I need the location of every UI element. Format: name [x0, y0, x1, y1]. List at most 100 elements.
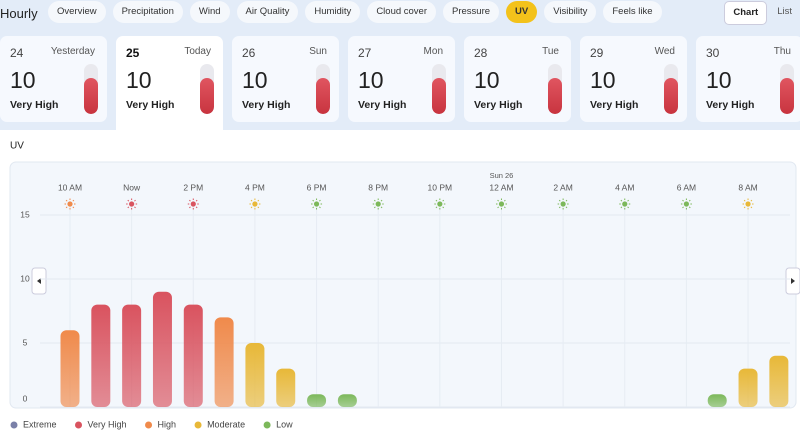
- uv-icon-ray: [373, 206, 376, 209]
- uv-icon-ray: [565, 206, 568, 209]
- view-button[interactable]: Chart: [724, 1, 768, 25]
- y-tick-label: 5: [23, 337, 28, 347]
- uv-icon-ray: [627, 206, 630, 209]
- day-date: 29: [590, 46, 604, 60]
- uv-icon: [560, 201, 566, 207]
- uv-level: Very High: [706, 99, 755, 111]
- day-label: Tue: [542, 46, 559, 57]
- day-date: 27: [358, 46, 372, 60]
- uv-icon-ray: [497, 199, 500, 202]
- uv-icon-ray: [435, 199, 438, 202]
- uv-icon-ray: [503, 199, 506, 202]
- uv-icon: [190, 201, 196, 207]
- uv-value: 10: [590, 67, 616, 93]
- bar: [122, 304, 142, 407]
- bar: [214, 317, 234, 407]
- x-tick-label: 8 AM: [738, 182, 757, 192]
- uv-gauge-fill: [316, 78, 330, 114]
- uv-icon-ray: [72, 199, 75, 202]
- bar: [91, 304, 111, 407]
- uv-gauge: [316, 64, 330, 114]
- page-title: Hourly: [0, 6, 38, 21]
- uv-icon-ray: [750, 199, 753, 202]
- uv-icon-ray: [319, 206, 321, 209]
- uv-icon-ray: [257, 206, 260, 209]
- tab[interactable]: Air Quality: [236, 1, 299, 23]
- uv-gauge-fill: [84, 78, 98, 114]
- uv-level: Very High: [242, 99, 291, 111]
- x-tick-label: 10 AM: [58, 182, 82, 192]
- tab[interactable]: Precipitation: [112, 1, 183, 23]
- uv-gauge: [84, 64, 98, 114]
- legend-swatch: [194, 421, 202, 429]
- day-label: Today: [184, 46, 211, 57]
- day-label: Wed: [654, 46, 675, 57]
- day-date: 24: [10, 46, 24, 60]
- tab[interactable]: Wind: [189, 1, 230, 23]
- bar: [738, 368, 758, 407]
- uv-level: Very High: [590, 99, 639, 111]
- uv-icon-ray: [189, 199, 191, 202]
- uv-icon-ray: [195, 206, 198, 209]
- uv-icon: [683, 201, 690, 207]
- day-card[interactable]: 25 Today 10 Very High: [116, 36, 223, 132]
- uv-icon-ray: [373, 199, 376, 202]
- tab[interactable]: Pressure: [443, 1, 500, 23]
- bar: [769, 355, 789, 407]
- tab[interactable]: UV: [506, 1, 538, 23]
- x-tick-label: 6 AM: [677, 182, 696, 192]
- date-marker: Sun 26: [490, 171, 514, 180]
- uv-icon: [437, 201, 443, 207]
- day-date: 25: [126, 46, 140, 60]
- uv-icon-ray: [312, 199, 315, 202]
- day-card[interactable]: 29 Wed 10 Very High: [580, 36, 687, 122]
- day-card[interactable]: 30 Thu 10 Very High: [696, 36, 800, 122]
- legend-label: Low: [276, 419, 293, 429]
- uv-icon-ray: [743, 206, 746, 209]
- uv-level: Very High: [358, 99, 407, 111]
- uv-icon-ray: [620, 206, 623, 209]
- uv-gauge: [548, 64, 562, 114]
- view-button[interactable]: List: [777, 6, 792, 17]
- uv-icon-ray: [688, 199, 691, 202]
- tab[interactable]: Humidity: [305, 1, 361, 23]
- day-card[interactable]: 24 Yesterday 10 Very High: [0, 36, 107, 122]
- arrow-icon: [791, 278, 795, 284]
- tab[interactable]: Overview: [48, 1, 106, 23]
- uv-icon: [67, 201, 73, 207]
- tab[interactable]: Cloud cover: [367, 1, 437, 23]
- bar: [152, 291, 172, 407]
- day-label: Thu: [773, 46, 791, 57]
- uv-icon-ray: [72, 206, 75, 209]
- tab[interactable]: Feels like: [603, 1, 662, 23]
- x-tick-label: 10 PM: [428, 182, 453, 192]
- uv-icon-ray: [257, 199, 260, 202]
- tabs: Overview Precipitation Wind Air Quality Humi…: [48, 1, 662, 23]
- day-card[interactable]: 28 Tue 10 Very High: [464, 36, 571, 122]
- uv-icon-ray: [134, 199, 136, 202]
- uv-icon: [745, 201, 751, 207]
- bar: [307, 394, 327, 407]
- uv-icon: [129, 201, 135, 207]
- x-tick-label: 12 AM: [489, 182, 513, 192]
- uv-icon-ray: [127, 199, 130, 202]
- day-card[interactable]: 26 Sun 10 Very High: [232, 36, 339, 122]
- uv-icon: [313, 201, 320, 207]
- uv-level: Very High: [126, 99, 175, 111]
- tab[interactable]: Visibility: [544, 1, 597, 23]
- uv-icon-ray: [620, 199, 623, 202]
- day-card[interactable]: 27 Mon 10 Very High: [348, 36, 455, 122]
- legend-swatch: [145, 421, 153, 429]
- uv-value: 10: [706, 67, 732, 93]
- legend-label: Moderate: [207, 419, 245, 429]
- bar: [337, 394, 357, 407]
- uv-value: 10: [126, 67, 152, 93]
- day-date: 28: [474, 46, 488, 60]
- x-tick-label: 2 AM: [553, 182, 572, 192]
- uv-gauge: [432, 64, 446, 114]
- uv-icon: [498, 201, 505, 207]
- legend-swatch: [263, 421, 271, 429]
- x-tick-label: 6 PM: [307, 182, 327, 192]
- uv-value: 10: [242, 67, 268, 93]
- uv-icon-ray: [503, 206, 506, 209]
